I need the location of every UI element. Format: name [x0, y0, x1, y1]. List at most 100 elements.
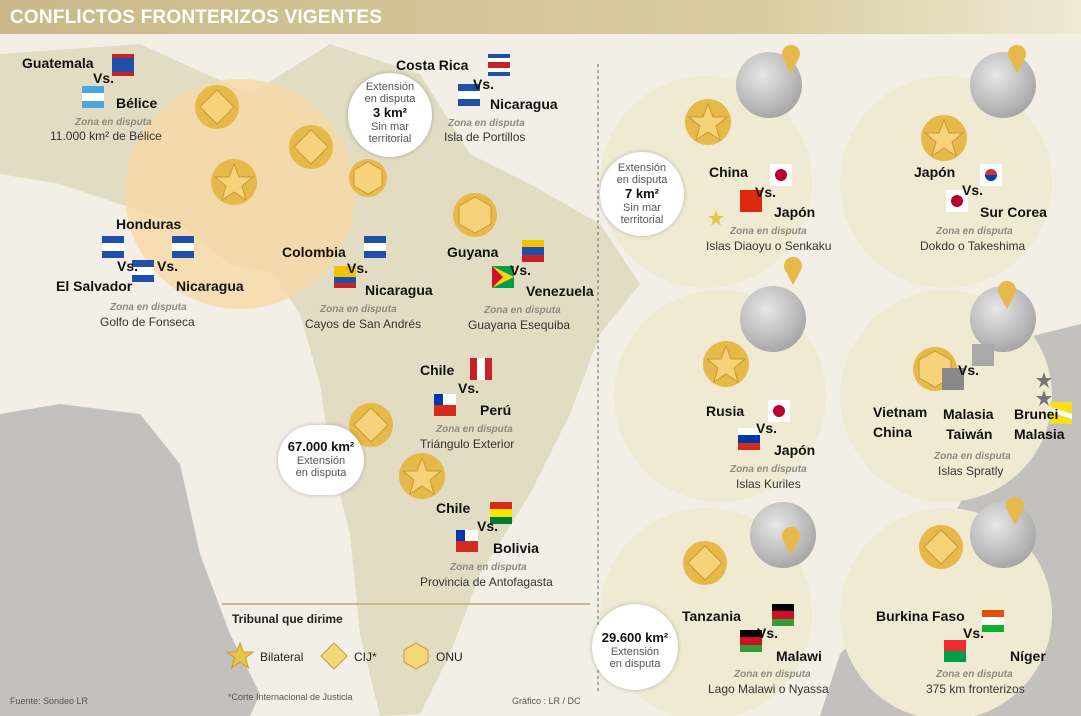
- zona-value: Dokdo o Takeshima: [920, 239, 1026, 253]
- zona-value: Guayana Esequiba: [468, 318, 571, 332]
- flag-icon: [772, 604, 794, 626]
- country-label: Bolivia: [493, 540, 539, 556]
- flag-icon: [768, 400, 790, 422]
- zona-value: Lago Malawi o Nyassa: [708, 682, 829, 696]
- country-label: Taiwán: [946, 426, 993, 442]
- star-icon: [685, 99, 731, 145]
- country-label: Sur Corea: [980, 204, 1047, 220]
- flag-icon: [102, 236, 124, 258]
- zona-value: Islas Kuriles: [736, 477, 801, 491]
- vs-label: Vs.: [93, 70, 115, 86]
- extension-bubble: 67.000 km² Extensión en disputa: [278, 425, 364, 495]
- flag-icon: [458, 84, 480, 106]
- country-label: Rusia: [706, 403, 745, 419]
- country-label: Guatemala: [22, 55, 94, 71]
- vs-label: Vs.: [477, 518, 499, 534]
- vs-label: Vs.: [473, 76, 495, 92]
- country-label: Japón: [774, 204, 816, 220]
- zona-value: Golfo de Fonseca: [100, 315, 195, 329]
- country-label: Brunei: [1014, 406, 1059, 422]
- country-label: Venezuela: [526, 283, 594, 299]
- flag-icon: [172, 236, 194, 258]
- page-title: CONFLICTOS FRONTERIZOS VIGENTES: [10, 7, 383, 28]
- vs-label: Vs.: [755, 184, 777, 200]
- flag-icon: [944, 640, 966, 662]
- diamond-icon: [919, 525, 963, 569]
- flag-icon: [980, 164, 1002, 186]
- zona-label: Zona en disputa: [448, 118, 525, 129]
- country-label: Guyana: [447, 244, 499, 260]
- legend-label: Bilateral: [260, 650, 304, 664]
- country-label: Bélice: [116, 95, 158, 111]
- flag-icon: [740, 190, 762, 212]
- zona-value: 375 km fronterizos: [926, 682, 1025, 696]
- legend-title: Tribunal que dirime: [232, 612, 343, 626]
- flag-icon: [82, 86, 104, 108]
- zona-label: Zona en disputa: [484, 305, 561, 316]
- zona-label: Zona en disputa: [730, 464, 807, 475]
- vs-label: Vs.: [117, 258, 139, 274]
- vs-label: Vs.: [757, 625, 779, 641]
- country-label: Honduras: [116, 216, 182, 232]
- extension-bubble: 29.600 km² Extensión en disputa: [592, 604, 678, 690]
- zona-label: Zona en disputa: [110, 302, 187, 313]
- diamond-icon: [289, 125, 333, 169]
- star-icon: [703, 341, 749, 387]
- country-label: Nicaragua: [490, 96, 558, 112]
- hexagon-icon: [349, 159, 387, 197]
- country-label: Japón: [774, 442, 816, 458]
- country-label: Malasia: [1014, 426, 1065, 442]
- country-label: Malawi: [776, 648, 822, 664]
- zona-label: Zona en disputa: [450, 562, 527, 573]
- hexagon-icon: [403, 642, 429, 670]
- legend-footnote: *Corte Internacional de Justicia: [228, 692, 353, 702]
- flag-icon: [364, 236, 386, 258]
- flag-icon: [942, 368, 964, 390]
- vs-label: Vs.: [510, 262, 532, 278]
- diamond-icon: [683, 541, 727, 585]
- map-pin-icon: [782, 526, 800, 555]
- star-icon: [708, 210, 724, 226]
- country-label: Chile: [420, 362, 455, 378]
- hexagon-icon: [453, 193, 497, 237]
- flag-icon: [972, 344, 994, 366]
- flag-icon: [982, 610, 1004, 632]
- flag-icon: [1050, 402, 1072, 424]
- star-icon: [1036, 372, 1052, 388]
- flag-icon: [470, 358, 492, 380]
- country-label: Colombia: [282, 244, 346, 260]
- zona-label: Zona en disputa: [936, 669, 1013, 680]
- flag-icon: [488, 54, 510, 76]
- star-icon: [399, 453, 445, 499]
- map-pin-icon: [1006, 496, 1024, 525]
- globe-icon: [970, 52, 1036, 118]
- vs-label: Vs.: [756, 420, 778, 436]
- zona-value: Isla de Portillos: [444, 130, 526, 144]
- flag-icon: [490, 502, 512, 524]
- zona-label: Zona en disputa: [734, 669, 811, 680]
- vs-label: Vs.: [962, 182, 984, 198]
- vs-label: Vs.: [157, 258, 179, 274]
- flag-icon: [334, 266, 356, 288]
- zona-value: Islas Diaoyu o Senkaku: [706, 239, 832, 253]
- zona-value: Triángulo Exterior: [420, 437, 515, 451]
- globe-icon: [740, 286, 806, 352]
- credit-label: Gráfico : LR / DC: [512, 696, 581, 706]
- zona-value: 11.000 km² de Bélice: [50, 129, 162, 143]
- legend-label: CIJ*: [354, 650, 377, 664]
- extension-bubble: Extensión en disputa 7 km² Sin mar terri…: [600, 152, 684, 236]
- extension-bubble: Extensión en disputa 3 km² Sin mar terri…: [348, 73, 432, 157]
- flag-icon: [434, 394, 456, 416]
- flag-icon: [522, 240, 544, 262]
- star-icon: [211, 159, 257, 205]
- country-label: Burkina Faso: [876, 608, 965, 624]
- map-pin-icon: [1008, 44, 1026, 73]
- zona-label: Zona en disputa: [934, 451, 1011, 462]
- flag-icon: [740, 630, 762, 652]
- zona-label: Zona en disputa: [75, 117, 152, 128]
- silhouette-left: [0, 404, 260, 716]
- vs-label: Vs.: [347, 260, 369, 276]
- country-label: China: [873, 424, 912, 440]
- zona-label: Zona en disputa: [730, 226, 807, 237]
- zona-value: Provincia de Antofagasta: [420, 575, 553, 589]
